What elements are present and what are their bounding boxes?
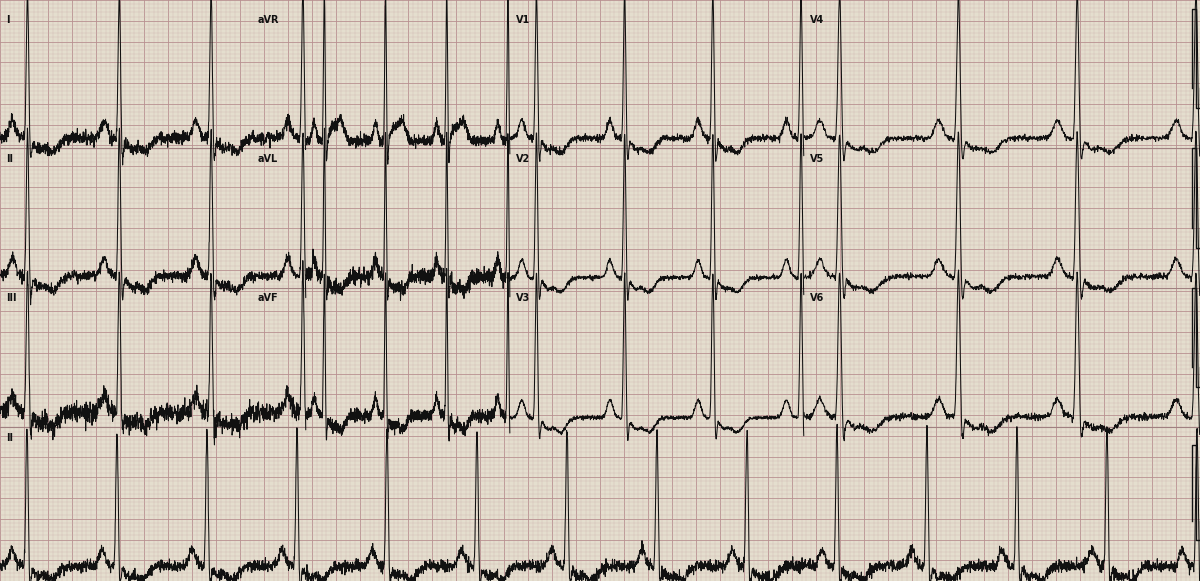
Text: V6: V6: [810, 293, 824, 303]
Text: III: III: [6, 293, 17, 303]
Text: aVL: aVL: [258, 154, 278, 164]
Text: V2: V2: [516, 154, 530, 164]
Text: II: II: [6, 433, 13, 443]
Text: V5: V5: [810, 154, 824, 164]
Text: aVR: aVR: [258, 15, 280, 24]
Text: V4: V4: [810, 15, 824, 24]
Text: I: I: [6, 15, 10, 24]
Text: II: II: [6, 154, 13, 164]
Text: V1: V1: [516, 15, 530, 24]
Text: aVF: aVF: [258, 293, 278, 303]
Text: V3: V3: [516, 293, 530, 303]
